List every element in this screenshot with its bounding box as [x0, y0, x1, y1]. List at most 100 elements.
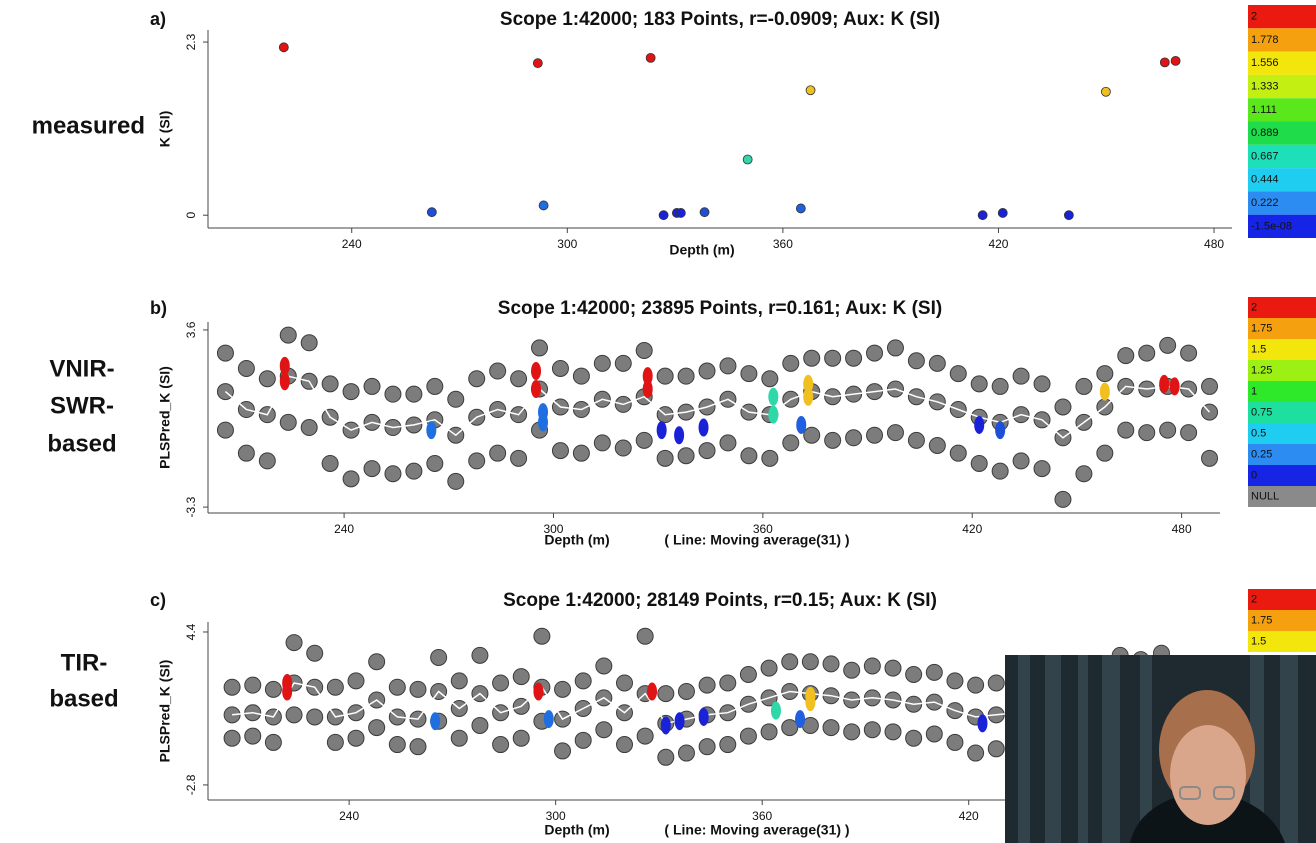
point	[531, 362, 542, 381]
colorbar-label: 0.75	[1251, 406, 1272, 418]
point	[614, 354, 632, 372]
point	[388, 736, 406, 754]
point	[698, 738, 716, 756]
point	[223, 729, 241, 747]
panel-label: b)	[150, 298, 167, 318]
point	[551, 442, 569, 460]
webcam-overlay	[1005, 655, 1316, 843]
point	[949, 365, 967, 383]
side-label: based	[49, 685, 118, 712]
point	[866, 426, 884, 444]
point	[768, 387, 779, 406]
point	[719, 736, 737, 754]
colorbar-label: 2	[1251, 301, 1257, 313]
point	[795, 710, 806, 729]
point	[761, 449, 779, 467]
point	[1180, 344, 1198, 362]
colorbar-swatch	[1248, 423, 1316, 444]
point	[300, 419, 318, 437]
point	[223, 706, 241, 724]
point	[1201, 377, 1219, 395]
x-axis-label: Depth (m)	[544, 822, 609, 838]
point	[656, 449, 674, 467]
point	[1099, 382, 1110, 401]
point	[845, 349, 863, 367]
x-tick-label: 300	[543, 522, 563, 536]
point	[342, 383, 360, 401]
side-label: SWR-	[50, 392, 114, 419]
point	[905, 665, 923, 683]
colorbar-label: NULL	[1251, 490, 1279, 502]
point	[1054, 490, 1072, 508]
colorbar-swatch	[1248, 144, 1316, 169]
point	[675, 208, 686, 218]
point	[645, 52, 656, 63]
colorbar-swatch	[1248, 631, 1316, 652]
point	[216, 421, 234, 439]
point	[995, 421, 1006, 440]
point	[1159, 336, 1177, 354]
colorbar-swatch	[1248, 381, 1316, 402]
point	[468, 452, 486, 470]
y-axis-label: PLSPred_K (SI)	[157, 660, 173, 763]
point	[1201, 449, 1219, 467]
point	[1138, 424, 1156, 442]
face	[1170, 725, 1246, 825]
point	[1138, 344, 1156, 362]
x-tick-label: 360	[773, 237, 793, 251]
point	[405, 462, 423, 480]
colorbar-swatch	[1248, 339, 1316, 360]
point	[306, 644, 324, 662]
point	[884, 659, 902, 677]
point	[531, 380, 542, 399]
point	[845, 429, 863, 447]
point	[538, 200, 549, 211]
point	[616, 736, 634, 754]
point	[660, 716, 671, 735]
x-tick-label: 240	[339, 809, 359, 823]
point	[863, 657, 881, 675]
point	[642, 367, 653, 386]
point	[554, 742, 572, 760]
point	[384, 385, 402, 403]
point	[1063, 210, 1074, 221]
colorbar-swatch	[1248, 610, 1316, 631]
point	[761, 370, 779, 388]
colorbar-swatch	[1248, 214, 1316, 238]
colorbar-label: 1.556	[1251, 57, 1279, 69]
point	[405, 385, 423, 403]
point	[781, 719, 799, 737]
point	[321, 375, 339, 393]
point	[326, 733, 344, 751]
point	[636, 627, 654, 645]
point	[426, 421, 437, 440]
point	[1117, 421, 1135, 439]
point	[531, 339, 549, 357]
point	[388, 678, 406, 696]
point	[223, 678, 241, 696]
point	[264, 680, 282, 698]
colorbar-swatch	[1248, 402, 1316, 423]
point	[258, 452, 276, 470]
point	[803, 349, 821, 367]
point	[843, 723, 861, 741]
point	[698, 362, 716, 380]
colorbar-swatch	[1248, 444, 1316, 465]
point	[1100, 86, 1111, 97]
point	[796, 415, 807, 434]
point	[426, 377, 444, 395]
point	[699, 207, 710, 218]
glasses	[1179, 786, 1201, 800]
point	[824, 431, 842, 449]
colorbar-swatch	[1248, 121, 1316, 145]
point	[533, 627, 551, 645]
x-tick-label: 420	[959, 809, 979, 823]
colorbar-label: 0	[1251, 469, 1257, 481]
point	[740, 365, 758, 383]
point	[384, 465, 402, 483]
colorbar-label: 1.778	[1251, 34, 1279, 46]
point	[616, 674, 634, 692]
point	[551, 359, 569, 377]
point	[907, 352, 925, 370]
point	[884, 723, 902, 741]
